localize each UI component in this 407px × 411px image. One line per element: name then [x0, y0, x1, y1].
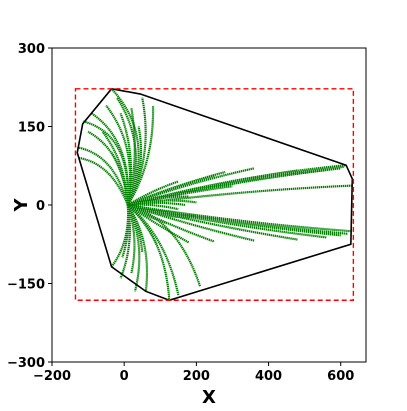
x-tick-label: 600: [327, 369, 354, 384]
convex-hull-boundary: [76, 88, 354, 302]
trajectory-52: [126, 204, 144, 253]
x-axis-label: X: [202, 387, 216, 407]
trajectory-35: [127, 203, 351, 233]
trajectory-24: [127, 184, 352, 207]
y-tick-label: −300: [7, 356, 45, 371]
trajectory-27: [127, 180, 179, 206]
trajectory-10: [77, 146, 129, 206]
trajectory-1: [110, 88, 140, 206]
y-axis-label: Y: [11, 198, 32, 213]
trajectory-15: [110, 152, 129, 206]
trajectory-23: [127, 174, 215, 207]
x-tick-label: −200: [33, 369, 71, 384]
trajectory-51: [121, 204, 130, 258]
x-tick-label: 400: [255, 369, 282, 384]
x-tick-label: 200: [183, 369, 210, 384]
y-tick-label: 0: [36, 199, 45, 214]
axes-frame: [51, 47, 367, 363]
trajectory-11: [78, 156, 129, 206]
trajectory-39: [127, 203, 298, 241]
y-tick-label: 150: [18, 121, 45, 136]
trajectory-9: [82, 120, 130, 206]
trajectory-5: [126, 108, 136, 206]
trajectory-13: [126, 126, 143, 206]
trajectory-53: [127, 204, 158, 245]
trajectory-43: [110, 204, 130, 268]
tick-layer: −200 0 200 400 600 −300 −150 0 150 300: [7, 42, 354, 384]
x-tick-label: 0: [120, 369, 129, 384]
trajectory-21: [127, 167, 255, 207]
trajectory-6: [119, 113, 133, 206]
y-tick-label: −150: [7, 278, 45, 293]
trajectory-14: [101, 131, 129, 206]
y-tick-label: 300: [18, 42, 45, 57]
trajectory-7: [105, 104, 132, 206]
trajectory-50: [126, 204, 136, 274]
trajectory-49: [127, 203, 202, 287]
plot-area: [74, 88, 355, 302]
bounding-box: [74, 88, 355, 301]
trajectory-41: [127, 204, 215, 243]
